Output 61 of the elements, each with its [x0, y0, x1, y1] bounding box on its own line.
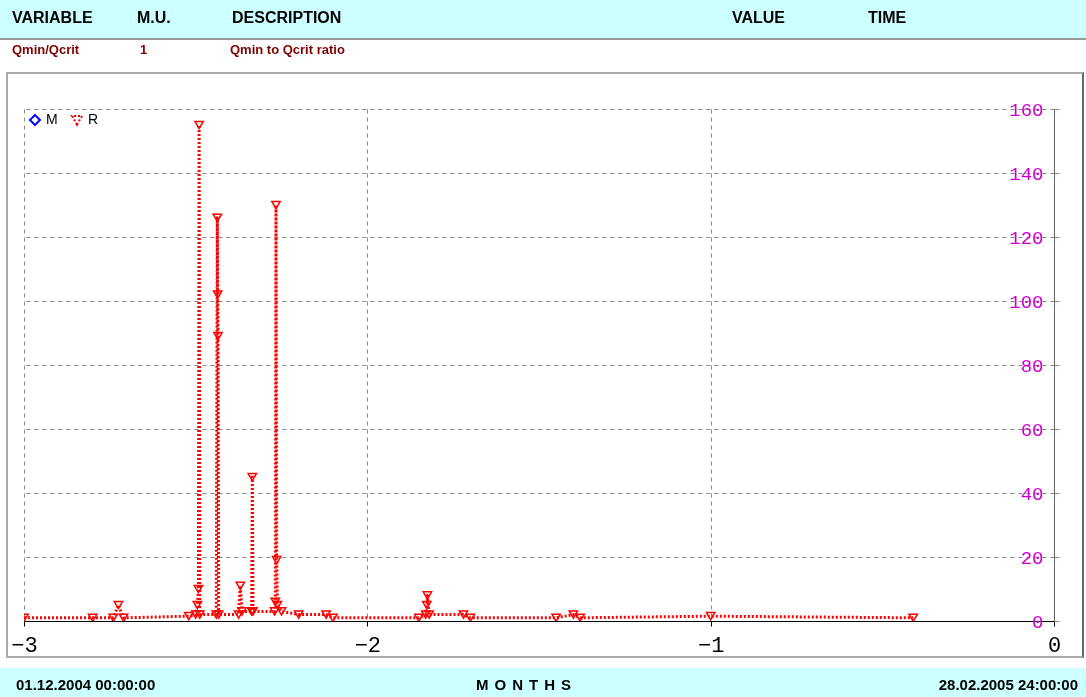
text: 1 [140, 42, 148, 57]
text: M.U. [137, 9, 171, 27]
y2-tick-label: 100 [1009, 291, 1044, 314]
point [328, 613, 338, 621]
x-axis-title: MONTHS [476, 676, 577, 693]
point [108, 613, 119, 621]
point [908, 613, 919, 621]
point [321, 610, 332, 619]
text: VALUE [732, 9, 786, 27]
text: DESCRIPTION [232, 9, 342, 27]
y2-tick-label: 140 [1009, 163, 1044, 186]
x-tick-label: −3 [11, 633, 38, 659]
point [118, 613, 129, 621]
point [212, 290, 223, 299]
point [413, 613, 424, 621]
point [194, 120, 205, 130]
y2-tick-label: 20 [1020, 547, 1044, 570]
point [192, 600, 203, 610]
point [458, 610, 469, 619]
point [568, 610, 579, 619]
point [293, 610, 304, 619]
point [276, 607, 287, 616]
point [194, 610, 205, 619]
point [247, 472, 258, 482]
point [705, 611, 716, 621]
point [271, 200, 281, 210]
y2-tick-label: 160 [1009, 99, 1044, 122]
text: VARIABLE [12, 9, 93, 27]
x-tick-label: 0 [1047, 633, 1062, 659]
text: Qmin/Qcrit [12, 42, 80, 57]
point [87, 613, 98, 621]
point [212, 213, 223, 223]
point [420, 610, 431, 619]
point [183, 611, 194, 621]
legend-label: R [88, 111, 99, 128]
x-tick-label: −2 [354, 633, 382, 659]
point [190, 610, 201, 619]
point [233, 610, 244, 619]
point [235, 581, 246, 591]
point [465, 613, 476, 621]
point [422, 591, 433, 600]
point [271, 555, 282, 565]
point [113, 600, 124, 610]
y2-tick-label: 60 [1020, 419, 1044, 442]
point [237, 607, 247, 616]
point [424, 610, 435, 619]
text: TIME [868, 9, 907, 27]
point [213, 331, 223, 341]
point [551, 613, 562, 621]
point [193, 584, 204, 594]
y2-tick-label: 80 [1020, 355, 1044, 378]
point [269, 607, 280, 616]
y2-tick-label: 40 [1020, 483, 1044, 506]
legend-label: M [46, 111, 58, 127]
x-tick-label: −1 [697, 633, 725, 659]
text: Qmin to Qcrit ratio [230, 42, 345, 57]
point [421, 600, 432, 610]
text: 01.12.2004 00:00:00 [16, 676, 156, 693]
point [575, 613, 586, 621]
text: 28.02.2005 24:00:00 [938, 676, 1078, 693]
y2-tick-label: 120 [1009, 227, 1044, 250]
